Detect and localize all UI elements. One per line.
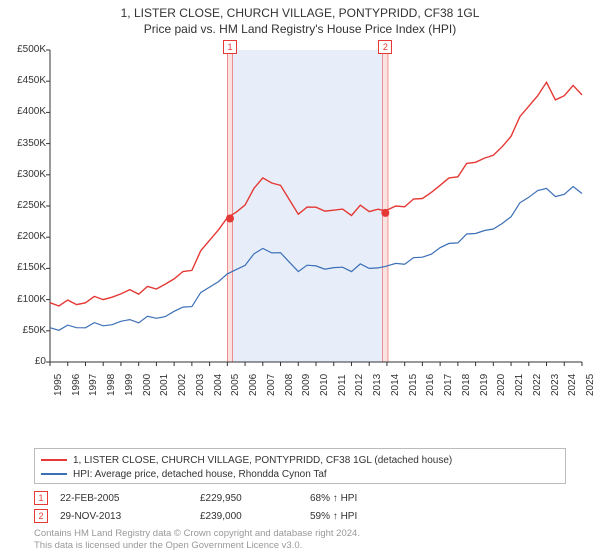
x-axis-tick-label: 1996 [71, 374, 82, 396]
x-axis-tick-label: 2006 [248, 374, 259, 396]
x-axis-tick-label: 1997 [88, 374, 99, 396]
legend-label: 1, LISTER CLOSE, CHURCH VILLAGE, PONTYPR… [73, 455, 452, 466]
x-axis-tick-label: 2020 [496, 374, 507, 396]
y-axis-tick-label: £250K [0, 200, 46, 211]
x-axis-tick-label: 2010 [319, 374, 330, 396]
chart-title: 1, LISTER CLOSE, CHURCH VILLAGE, PONTYPR… [0, 6, 600, 20]
legend-swatch [41, 459, 67, 461]
attribution-footer: Contains HM Land Registry data © Crown c… [34, 528, 566, 552]
event-row: 1 22-FEB-2005£229,95068% ↑ HPI [34, 490, 566, 506]
chart-svg [0, 40, 600, 410]
x-axis-tick-label: 2024 [567, 374, 578, 396]
x-axis-tick-label: 2003 [195, 374, 206, 396]
event-marker: 1 [34, 491, 48, 505]
legend-row: 1, LISTER CLOSE, CHURCH VILLAGE, PONTYPR… [41, 453, 559, 467]
event-date: 22-FEB-2005 [60, 493, 200, 504]
x-axis-tick-label: 2015 [408, 374, 419, 396]
y-axis-tick-label: £100K [0, 294, 46, 305]
x-axis-tick-label: 2021 [514, 374, 525, 396]
event-hpi: 68% ↑ HPI [310, 493, 430, 504]
footer-line-1: Contains HM Land Registry data © Crown c… [34, 528, 566, 540]
y-axis-tick-label: £500K [0, 44, 46, 55]
chart-event-marker: 1 [223, 40, 237, 54]
y-axis-tick-label: £450K [0, 75, 46, 86]
x-axis-tick-label: 2007 [266, 374, 277, 396]
x-axis-tick-label: 2016 [425, 374, 436, 396]
x-axis-tick-label: 2025 [585, 374, 596, 396]
x-axis-tick-label: 2001 [159, 374, 170, 396]
x-axis-tick-label: 2008 [284, 374, 295, 396]
y-axis-tick-label: £400K [0, 106, 46, 117]
x-axis-tick-label: 2004 [213, 374, 224, 396]
y-axis-tick-label: £200K [0, 231, 46, 242]
x-axis-tick-label: 2011 [337, 374, 348, 396]
y-axis-tick-label: £350K [0, 138, 46, 149]
legend-swatch [41, 473, 67, 475]
chart-event-marker: 2 [378, 40, 392, 54]
y-axis-tick-label: £0 [0, 356, 46, 367]
x-axis-tick-label: 2002 [177, 374, 188, 396]
event-hpi: 59% ↑ HPI [310, 511, 430, 522]
chart-legend: 1, LISTER CLOSE, CHURCH VILLAGE, PONTYPR… [34, 448, 566, 484]
legend-row: HPI: Average price, detached house, Rhon… [41, 467, 559, 481]
x-axis-tick-label: 2014 [390, 374, 401, 396]
event-date: 29-NOV-2013 [60, 511, 200, 522]
y-axis-tick-label: £150K [0, 262, 46, 273]
x-axis-tick-label: 2009 [301, 374, 312, 396]
y-axis-tick-label: £50K [0, 325, 46, 336]
event-price: £229,950 [200, 493, 310, 504]
x-axis-tick-label: 2017 [443, 374, 454, 396]
x-axis-tick-label: 2013 [372, 374, 383, 396]
x-axis-tick-label: 1995 [53, 374, 64, 396]
y-axis-tick-label: £300K [0, 169, 46, 180]
x-axis-tick-label: 2019 [479, 374, 490, 396]
chart-subtitle: Price paid vs. HM Land Registry's House … [0, 22, 600, 36]
legend-label: HPI: Average price, detached house, Rhon… [73, 469, 327, 480]
chart-plot-area: £0 £50K £100K £150K £200K £250K £300K £350K £400… [0, 40, 600, 410]
event-table: 1 22-FEB-2005£229,95068% ↑ HPI 2 29-NOV-201… [34, 490, 566, 526]
footer-line-2: This data is licensed under the Open Gov… [34, 540, 566, 552]
x-axis-tick-label: 2012 [354, 374, 365, 396]
x-axis-tick-label: 1998 [106, 374, 117, 396]
x-axis-tick-label: 1999 [124, 374, 135, 396]
x-axis-tick-label: 2018 [461, 374, 472, 396]
event-price: £239,000 [200, 511, 310, 522]
event-row: 2 29-NOV-2013£239,00059% ↑ HPI [34, 508, 566, 524]
x-axis-tick-label: 2000 [142, 374, 153, 396]
x-axis-tick-label: 2023 [550, 374, 561, 396]
event-marker: 2 [34, 509, 48, 523]
x-axis-tick-label: 2022 [532, 374, 543, 396]
x-axis-tick-label: 2005 [230, 374, 241, 396]
